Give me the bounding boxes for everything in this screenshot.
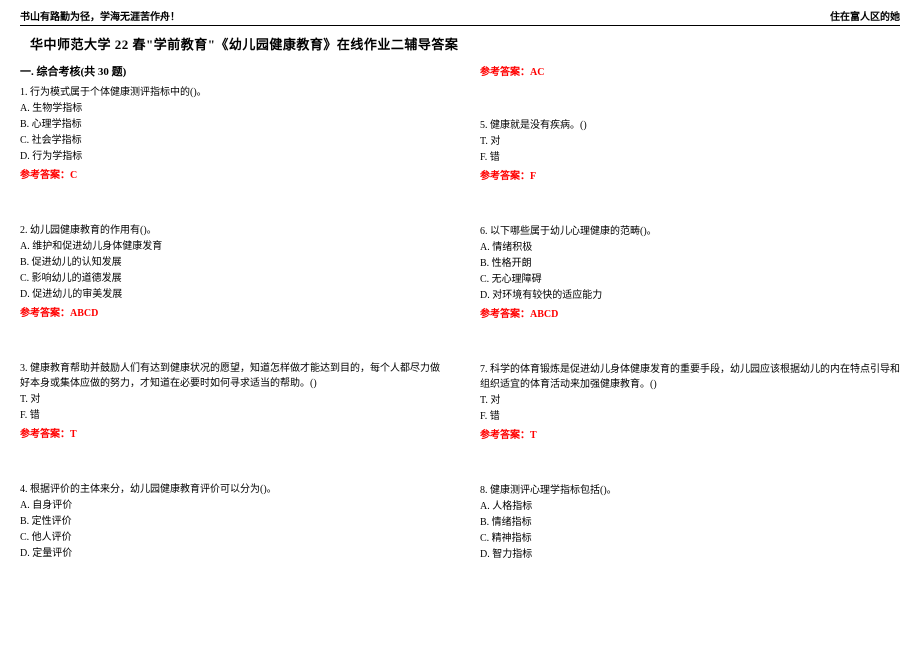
option: F. 错 [480, 150, 900, 165]
option: C. 他人评价 [20, 530, 440, 545]
option: C. 社会学指标 [20, 133, 440, 148]
orphan-answer: 参考答案：AC [480, 63, 900, 78]
left-column: 一. 综合考核(共 30 题) 1. 行为模式属于个体健康测评指标中的()。 A… [20, 63, 440, 563]
option: A. 情绪积极 [480, 240, 900, 255]
option: B. 定性评价 [20, 514, 440, 529]
option: F. 错 [480, 409, 900, 424]
option: D. 定量评价 [20, 546, 440, 561]
option: C. 无心理障碍 [480, 272, 900, 287]
answer: 参考答案：T [20, 427, 440, 442]
question-stem: 2. 幼儿园健康教育的作用有()。 [20, 223, 440, 238]
question-stem: 1. 行为模式属于个体健康测评指标中的()。 [20, 85, 440, 100]
question-3: 3. 健康教育帮助并鼓励人们有达到健康状况的愿望，知道怎样做才能达到目的，每个人… [20, 361, 440, 442]
question-6: 6. 以下哪些属于幼儿心理健康的范畴()。 A. 情绪积极 B. 性格开朗 C.… [480, 224, 900, 322]
question-stem: 4. 根据评价的主体来分，幼儿园健康教育评价可以分为()。 [20, 482, 440, 497]
header-left: 书山有路勤为径，学海无涯苦作舟！ [20, 8, 180, 23]
question-1: 1. 行为模式属于个体健康测评指标中的()。 A. 生物学指标 B. 心理学指标… [20, 85, 440, 183]
section-heading: 一. 综合考核(共 30 题) [20, 63, 440, 79]
document-title: 华中师范大学 22 春"学前教育"《幼儿园健康教育》在线作业二辅导答案 [30, 34, 900, 53]
answer: 参考答案：ABCD [20, 306, 440, 321]
option: B. 情绪指标 [480, 515, 900, 530]
answer: 参考答案：F [480, 169, 900, 184]
question-7: 7. 科学的体育锻炼是促进幼儿身体健康发育的重要手段，幼儿园应该根据幼儿的内在特… [480, 362, 900, 443]
option: T. 对 [480, 393, 900, 408]
option: A. 人格指标 [480, 499, 900, 514]
option: A. 生物学指标 [20, 101, 440, 116]
page-header: 书山有路勤为径，学海无涯苦作舟！ 住在富人区的她 [20, 8, 900, 26]
option: T. 对 [480, 134, 900, 149]
option: D. 对环境有较快的适应能力 [480, 288, 900, 303]
question-stem: 5. 健康就是没有疾病。() [480, 118, 900, 133]
content-columns: 一. 综合考核(共 30 题) 1. 行为模式属于个体健康测评指标中的()。 A… [20, 63, 900, 563]
answer: 参考答案：C [20, 168, 440, 183]
option: B. 心理学指标 [20, 117, 440, 132]
question-stem: 7. 科学的体育锻炼是促进幼儿身体健康发育的重要手段，幼儿园应该根据幼儿的内在特… [480, 362, 900, 392]
option: A. 维护和促进幼儿身体健康发育 [20, 239, 440, 254]
question-stem: 6. 以下哪些属于幼儿心理健康的范畴()。 [480, 224, 900, 239]
header-right: 住在富人区的她 [830, 8, 900, 23]
option: D. 行为学指标 [20, 149, 440, 164]
option: F. 错 [20, 408, 440, 423]
answer: 参考答案：T [480, 428, 900, 443]
question-5: 5. 健康就是没有疾病。() T. 对 F. 错 参考答案：F [480, 118, 900, 184]
option: C. 影响幼儿的道德发展 [20, 271, 440, 286]
option: A. 自身评价 [20, 498, 440, 513]
option: D. 智力指标 [480, 547, 900, 562]
option: B. 促进幼儿的认知发展 [20, 255, 440, 270]
option: B. 性格开朗 [480, 256, 900, 271]
question-4: 4. 根据评价的主体来分，幼儿园健康教育评价可以分为()。 A. 自身评价 B.… [20, 482, 440, 562]
question-stem: 8. 健康测评心理学指标包括()。 [480, 483, 900, 498]
option: D. 促进幼儿的审美发展 [20, 287, 440, 302]
option: T. 对 [20, 392, 440, 407]
question-2: 2. 幼儿园健康教育的作用有()。 A. 维护和促进幼儿身体健康发育 B. 促进… [20, 223, 440, 321]
option: C. 精神指标 [480, 531, 900, 546]
question-stem: 3. 健康教育帮助并鼓励人们有达到健康状况的愿望，知道怎样做才能达到目的，每个人… [20, 361, 440, 391]
right-column: 参考答案：AC 5. 健康就是没有疾病。() T. 对 F. 错 参考答案：F … [480, 63, 900, 563]
answer: 参考答案：ABCD [480, 307, 900, 322]
question-8: 8. 健康测评心理学指标包括()。 A. 人格指标 B. 情绪指标 C. 精神指… [480, 483, 900, 563]
